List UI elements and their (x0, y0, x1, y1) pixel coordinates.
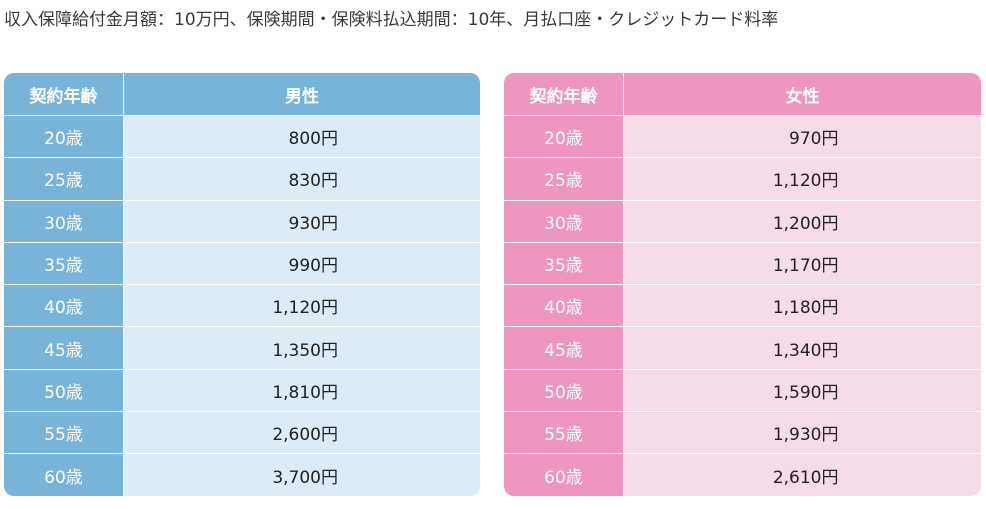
male-age-cell: 45歳 (4, 326, 124, 368)
male-table-row: 60歳 3,700円 (4, 453, 480, 495)
female-table-body: 20歳 970円 25歳 1,120円 30歳 1,200円 35歳 1,170円 40歳 1,1… (504, 115, 981, 496)
female-premium-cell: 1,340円 (624, 326, 981, 368)
male-age-cell: 50歳 (4, 369, 124, 411)
female-age-cell: 30歳 (504, 200, 624, 242)
male-premium-table: 契約年齢 男性 20歳 800円 25歳 830円 30歳 930円 35歳 990円 40歳 1… (4, 73, 480, 496)
male-premium-cell: 830円 (124, 157, 480, 199)
female-table-row: 55歳 1,930円 (504, 411, 981, 453)
male-age-cell: 30歳 (4, 200, 124, 242)
female-premium-value: 1,340円 (767, 336, 839, 361)
female-premium-cell: 1,180円 (624, 284, 981, 326)
female-age-cell: 40歳 (504, 284, 624, 326)
male-table-row: 55歳 2,600円 (4, 411, 480, 453)
male-table-row: 35歳 990円 (4, 242, 480, 284)
male-table-row: 50歳 1,810円 (4, 369, 480, 411)
male-age-cell: 25歳 (4, 157, 124, 199)
female-age-cell: 60歳 (504, 453, 624, 495)
female-premium-cell: 1,120円 (624, 157, 981, 199)
male-premium-cell: 3,700円 (124, 453, 480, 495)
female-premium-value: 1,930円 (767, 420, 839, 445)
table-caption: 収入保障給付金月額：10万円、保険期間・保険料払込期間：10年、月払口座・クレジ… (4, 8, 778, 32)
male-premium-value: 1,350円 (266, 336, 338, 361)
male-age-cell: 55歳 (4, 411, 124, 453)
female-premium-value: 1,590円 (767, 378, 839, 403)
female-table-row: 45歳 1,340円 (504, 326, 981, 368)
female-age-cell: 35歳 (504, 242, 624, 284)
female-age-cell: 25歳 (504, 157, 624, 199)
female-table-row: 60歳 2,610円 (504, 453, 981, 495)
female-gender-header: 女性 (624, 73, 981, 115)
male-age-cell: 20歳 (4, 115, 124, 157)
female-premium-cell: 970円 (624, 115, 981, 157)
male-table-header-row: 契約年齢 男性 (4, 73, 480, 115)
male-premium-value: 1,810円 (266, 378, 338, 403)
male-premium-cell: 990円 (124, 242, 480, 284)
female-premium-cell: 1,930円 (624, 411, 981, 453)
female-age-cell: 55歳 (504, 411, 624, 453)
female-table-row: 20歳 970円 (504, 115, 981, 157)
female-premium-value: 2,610円 (767, 463, 839, 488)
male-premium-value: 1,120円 (266, 293, 338, 318)
female-premium-cell: 1,170円 (624, 242, 981, 284)
male-premium-value: 2,600円 (266, 420, 338, 445)
male-table-row: 30歳 930円 (4, 200, 480, 242)
female-premium-value: 1,120円 (767, 166, 839, 191)
female-age-cell: 45歳 (504, 326, 624, 368)
female-table-row: 40歳 1,180円 (504, 284, 981, 326)
female-premium-value: 1,170円 (767, 251, 839, 276)
male-premium-cell: 1,810円 (124, 369, 480, 411)
male-table-row: 45歳 1,350円 (4, 326, 480, 368)
female-premium-value: 1,200円 (767, 209, 839, 234)
female-table-row: 35歳 1,170円 (504, 242, 981, 284)
female-premium-value: 1,180円 (767, 293, 839, 318)
male-table-body: 20歳 800円 25歳 830円 30歳 930円 35歳 990円 40歳 1,120円 45歳… (4, 115, 480, 496)
female-premium-value: 970円 (767, 124, 839, 149)
male-premium-value: 930円 (266, 209, 338, 234)
male-premium-value: 830円 (266, 166, 338, 191)
female-premium-cell: 2,610円 (624, 453, 981, 495)
male-premium-value: 3,700円 (266, 463, 338, 488)
male-age-cell: 40歳 (4, 284, 124, 326)
male-premium-cell: 800円 (124, 115, 480, 157)
male-gender-header: 男性 (124, 73, 480, 115)
male-table-row: 40歳 1,120円 (4, 284, 480, 326)
female-age-cell: 20歳 (504, 115, 624, 157)
male-premium-value: 800円 (266, 124, 338, 149)
male-premium-cell: 1,350円 (124, 326, 480, 368)
male-premium-cell: 930円 (124, 200, 480, 242)
male-age-header: 契約年齢 (4, 73, 124, 115)
male-premium-cell: 2,600円 (124, 411, 480, 453)
male-age-cell: 35歳 (4, 242, 124, 284)
female-age-cell: 50歳 (504, 369, 624, 411)
female-premium-cell: 1,590円 (624, 369, 981, 411)
female-table-header-row: 契約年齢 女性 (504, 73, 981, 115)
male-table-row: 25歳 830円 (4, 157, 480, 199)
female-table-row: 30歳 1,200円 (504, 200, 981, 242)
male-table-row: 20歳 800円 (4, 115, 480, 157)
male-premium-cell: 1,120円 (124, 284, 480, 326)
female-premium-cell: 1,200円 (624, 200, 981, 242)
female-premium-table: 契約年齢 女性 20歳 970円 25歳 1,120円 30歳 1,200円 35歳 1,17… (504, 73, 981, 496)
female-table-row: 50歳 1,590円 (504, 369, 981, 411)
female-age-header: 契約年齢 (504, 73, 624, 115)
female-table-row: 25歳 1,120円 (504, 157, 981, 199)
male-premium-value: 990円 (266, 251, 338, 276)
male-age-cell: 60歳 (4, 453, 124, 495)
